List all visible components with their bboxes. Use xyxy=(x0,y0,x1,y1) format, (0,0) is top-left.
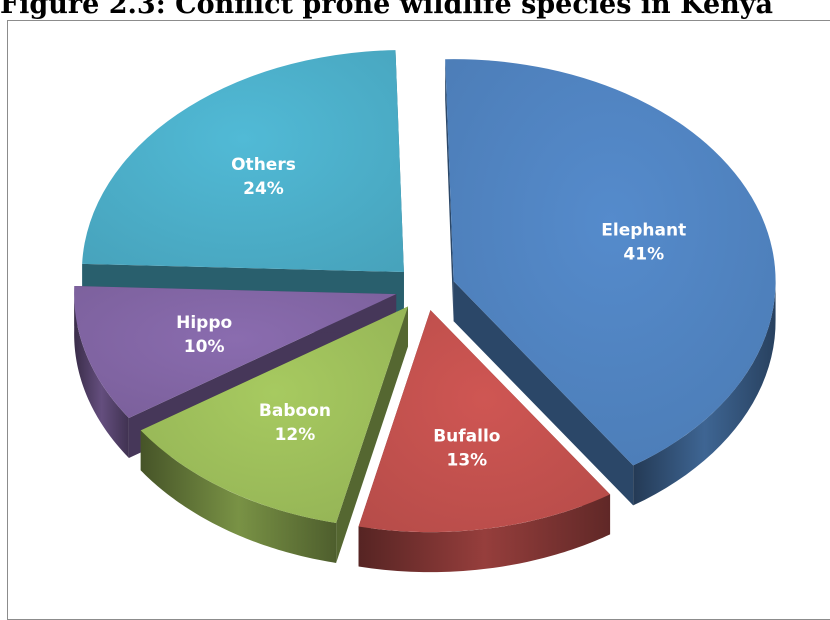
pie-slice-hippo xyxy=(74,286,397,418)
slice-value-others: 24% xyxy=(243,179,284,199)
slice-value-elephant: 41% xyxy=(623,244,664,264)
slice-label-baboon: Baboon xyxy=(259,401,331,421)
pie-slice-elephant-side-wall xyxy=(633,279,776,506)
slice-value-baboon: 12% xyxy=(275,425,316,445)
pie-chart: Elephant 41% Bufallo 13% Baboon 12% Hippo 10% Ot… xyxy=(74,50,776,573)
pie-slice-baboon-side-wall xyxy=(140,430,337,563)
pie-slice-baboon xyxy=(140,306,409,523)
pie-slice-elephant xyxy=(445,59,776,466)
slice-value-hippo: 10% xyxy=(184,337,225,357)
pie-slice-hippo-side-wall xyxy=(74,290,129,458)
slice-label-bufallo: Bufallo xyxy=(433,426,500,446)
pie-slice-bufallo-side-wall xyxy=(358,494,611,573)
figure-title: Figure 2.3: Conflict prone wildlife spec… xyxy=(0,0,773,20)
slice-label-elephant: Elephant xyxy=(601,220,686,240)
pie-slice-elephant-side-cut-start xyxy=(445,59,454,322)
pie-slice-elephant-side-cut-end xyxy=(453,281,634,506)
slice-value-bufallo: 13% xyxy=(446,450,487,470)
pie-slice-bufallo xyxy=(358,310,611,533)
slice-label-others: Others xyxy=(231,155,296,175)
pie-slice-baboon-side-cut-start xyxy=(336,306,409,563)
pie-slice-others xyxy=(82,50,404,273)
slice-label-hippo: Hippo xyxy=(176,313,232,333)
